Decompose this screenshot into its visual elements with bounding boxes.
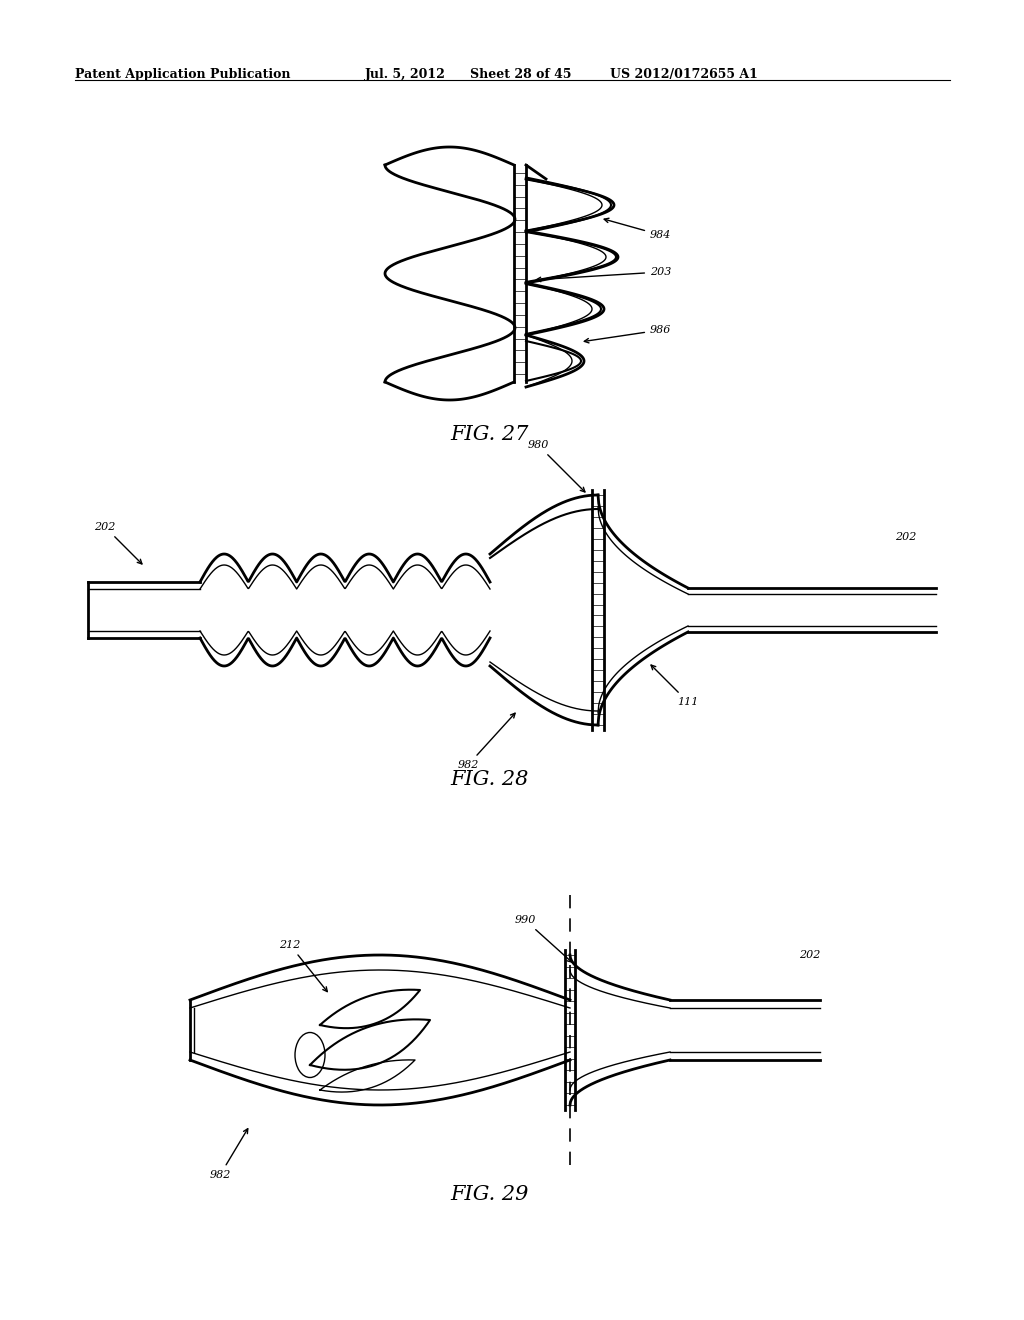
Text: 982: 982 bbox=[458, 713, 515, 770]
Text: 986: 986 bbox=[585, 325, 672, 343]
Text: 984: 984 bbox=[604, 218, 672, 240]
Text: FIG. 29: FIG. 29 bbox=[451, 1185, 529, 1204]
Text: 203: 203 bbox=[537, 267, 672, 281]
Text: FIG. 27: FIG. 27 bbox=[451, 425, 529, 444]
Text: 111: 111 bbox=[651, 665, 698, 708]
Text: Patent Application Publication: Patent Application Publication bbox=[75, 69, 291, 81]
Text: US 2012/0172655 A1: US 2012/0172655 A1 bbox=[610, 69, 758, 81]
Text: 982: 982 bbox=[209, 1129, 248, 1180]
Text: FIG. 28: FIG. 28 bbox=[451, 770, 529, 789]
Text: 980: 980 bbox=[527, 440, 585, 492]
Text: 212: 212 bbox=[280, 940, 328, 991]
Text: Jul. 5, 2012: Jul. 5, 2012 bbox=[365, 69, 445, 81]
Text: 202: 202 bbox=[94, 521, 142, 564]
Text: Sheet 28 of 45: Sheet 28 of 45 bbox=[470, 69, 571, 81]
Text: 990: 990 bbox=[514, 915, 571, 962]
Text: 202: 202 bbox=[895, 532, 916, 543]
Text: 202: 202 bbox=[800, 950, 820, 960]
